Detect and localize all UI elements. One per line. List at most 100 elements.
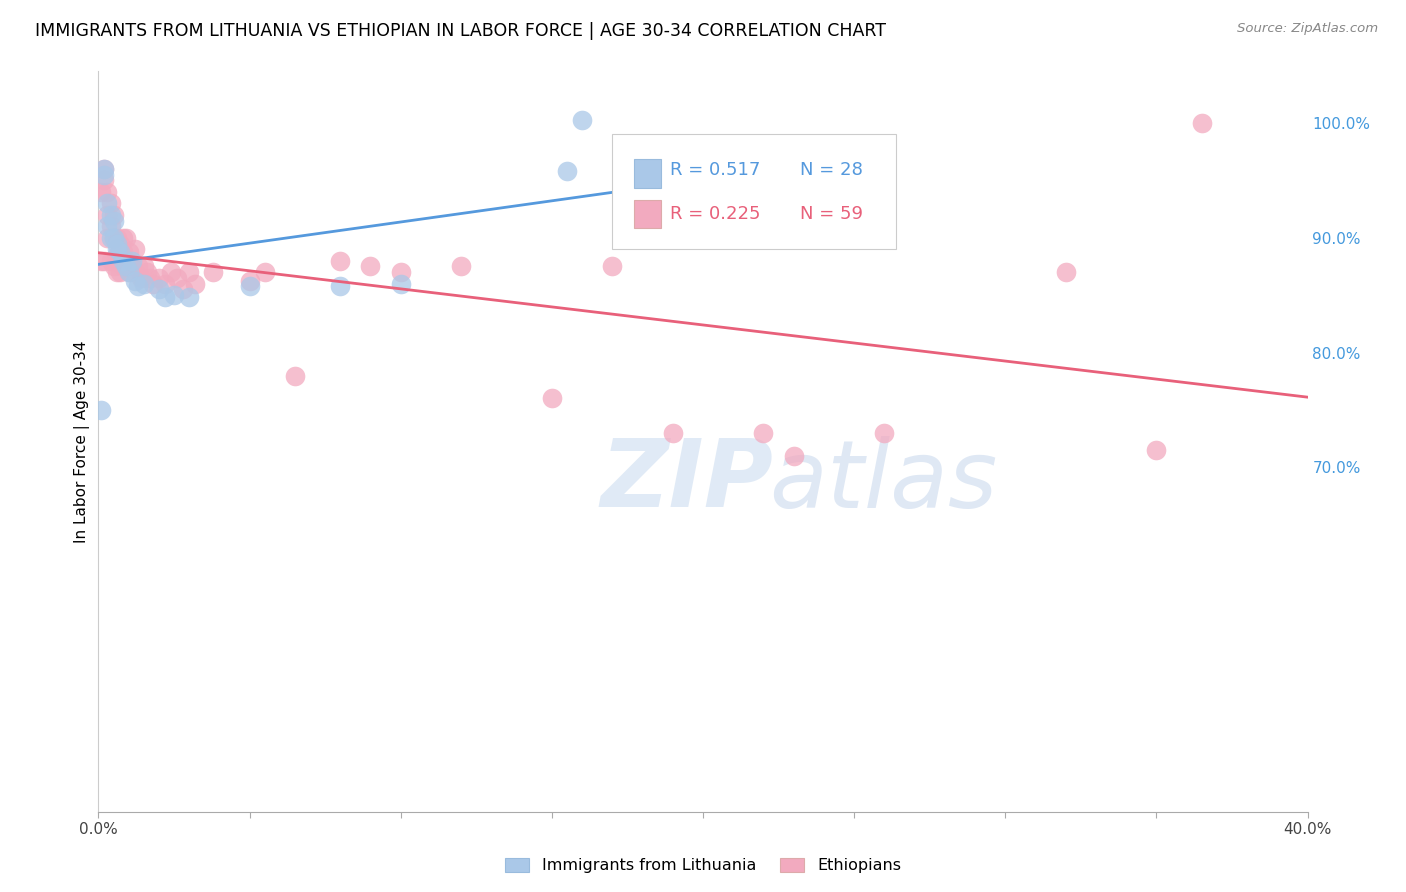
Point: [105, 231, 128, 245]
Point: [148, 282, 170, 296]
Point: [93, 173, 115, 187]
Point: [127, 279, 149, 293]
Point: [783, 449, 806, 463]
Point: [202, 265, 225, 279]
Point: [96, 185, 118, 199]
Y-axis label: In Labor Force | Age 30-34: In Labor Force | Age 30-34: [75, 340, 90, 543]
Point: [661, 425, 683, 440]
Point: [540, 392, 562, 406]
Point: [571, 112, 593, 127]
Point: [132, 277, 155, 291]
Text: IMMIGRANTS FROM LITHUANIA VS ETHIOPIAN IN LABOR FORCE | AGE 30-34 CORRELATION CH: IMMIGRANTS FROM LITHUANIA VS ETHIOPIAN I…: [35, 22, 886, 40]
Point: [389, 265, 412, 279]
Point: [111, 244, 134, 259]
Point: [329, 253, 352, 268]
Point: [360, 260, 382, 274]
Point: [103, 208, 125, 222]
Point: [105, 236, 128, 251]
Point: [93, 168, 115, 182]
Point: [105, 265, 128, 279]
Point: [90, 185, 112, 199]
Point: [129, 271, 152, 285]
Point: [239, 279, 262, 293]
Text: R = 0.225: R = 0.225: [671, 204, 761, 222]
Point: [329, 279, 352, 293]
Point: [166, 271, 188, 285]
Point: [111, 253, 134, 268]
Point: [124, 242, 146, 256]
Point: [121, 253, 143, 268]
Legend: Immigrants from Lithuania, Ethiopians: Immigrants from Lithuania, Ethiopians: [499, 851, 907, 880]
Point: [179, 291, 201, 305]
Point: [111, 231, 134, 245]
Point: [172, 282, 194, 296]
Point: [96, 196, 118, 211]
Point: [100, 219, 122, 234]
Point: [105, 242, 128, 256]
Point: [96, 231, 118, 245]
Point: [108, 244, 131, 259]
Text: N = 28: N = 28: [800, 161, 863, 178]
Text: N = 59: N = 59: [800, 204, 863, 222]
Point: [96, 219, 118, 234]
Point: [96, 208, 118, 222]
Point: [602, 260, 624, 274]
Text: atlas: atlas: [769, 435, 998, 526]
Point: [103, 231, 125, 245]
Point: [153, 291, 176, 305]
Point: [93, 161, 115, 176]
Point: [121, 260, 143, 274]
Point: [135, 265, 157, 279]
Point: [163, 288, 186, 302]
Point: [105, 248, 128, 262]
Point: [100, 196, 122, 211]
Point: [108, 265, 131, 279]
Point: [1054, 265, 1077, 279]
Point: [184, 277, 207, 291]
Text: Source: ZipAtlas.com: Source: ZipAtlas.com: [1237, 22, 1378, 36]
Point: [127, 260, 149, 274]
Point: [153, 277, 176, 291]
FancyBboxPatch shape: [634, 200, 661, 228]
Point: [118, 265, 141, 279]
Point: [139, 271, 162, 285]
FancyBboxPatch shape: [613, 135, 897, 249]
Point: [100, 253, 122, 268]
Point: [1191, 116, 1213, 130]
Point: [103, 260, 125, 274]
Point: [124, 274, 146, 288]
Point: [90, 403, 112, 417]
Text: ZIP: ZIP: [600, 434, 773, 526]
Point: [1144, 443, 1167, 458]
Point: [100, 231, 122, 245]
Point: [114, 231, 136, 245]
Point: [132, 260, 155, 274]
Point: [239, 274, 262, 288]
Point: [108, 236, 131, 251]
Point: [93, 161, 115, 176]
Point: [555, 164, 578, 178]
Point: [90, 253, 112, 268]
Point: [124, 265, 146, 279]
Point: [93, 253, 115, 268]
Point: [103, 213, 125, 227]
Point: [148, 271, 170, 285]
Point: [284, 368, 307, 383]
Point: [160, 265, 183, 279]
Point: [103, 231, 125, 245]
Point: [118, 265, 141, 279]
Point: [253, 265, 276, 279]
Point: [100, 208, 122, 222]
Point: [873, 425, 896, 440]
Point: [179, 265, 201, 279]
Point: [389, 277, 412, 291]
Point: [111, 260, 134, 274]
FancyBboxPatch shape: [634, 160, 661, 187]
Point: [142, 277, 165, 291]
Point: [752, 425, 775, 440]
Point: [118, 244, 141, 259]
Text: R = 0.517: R = 0.517: [671, 161, 761, 178]
Point: [114, 260, 136, 274]
Point: [450, 260, 472, 274]
Point: [114, 260, 136, 274]
